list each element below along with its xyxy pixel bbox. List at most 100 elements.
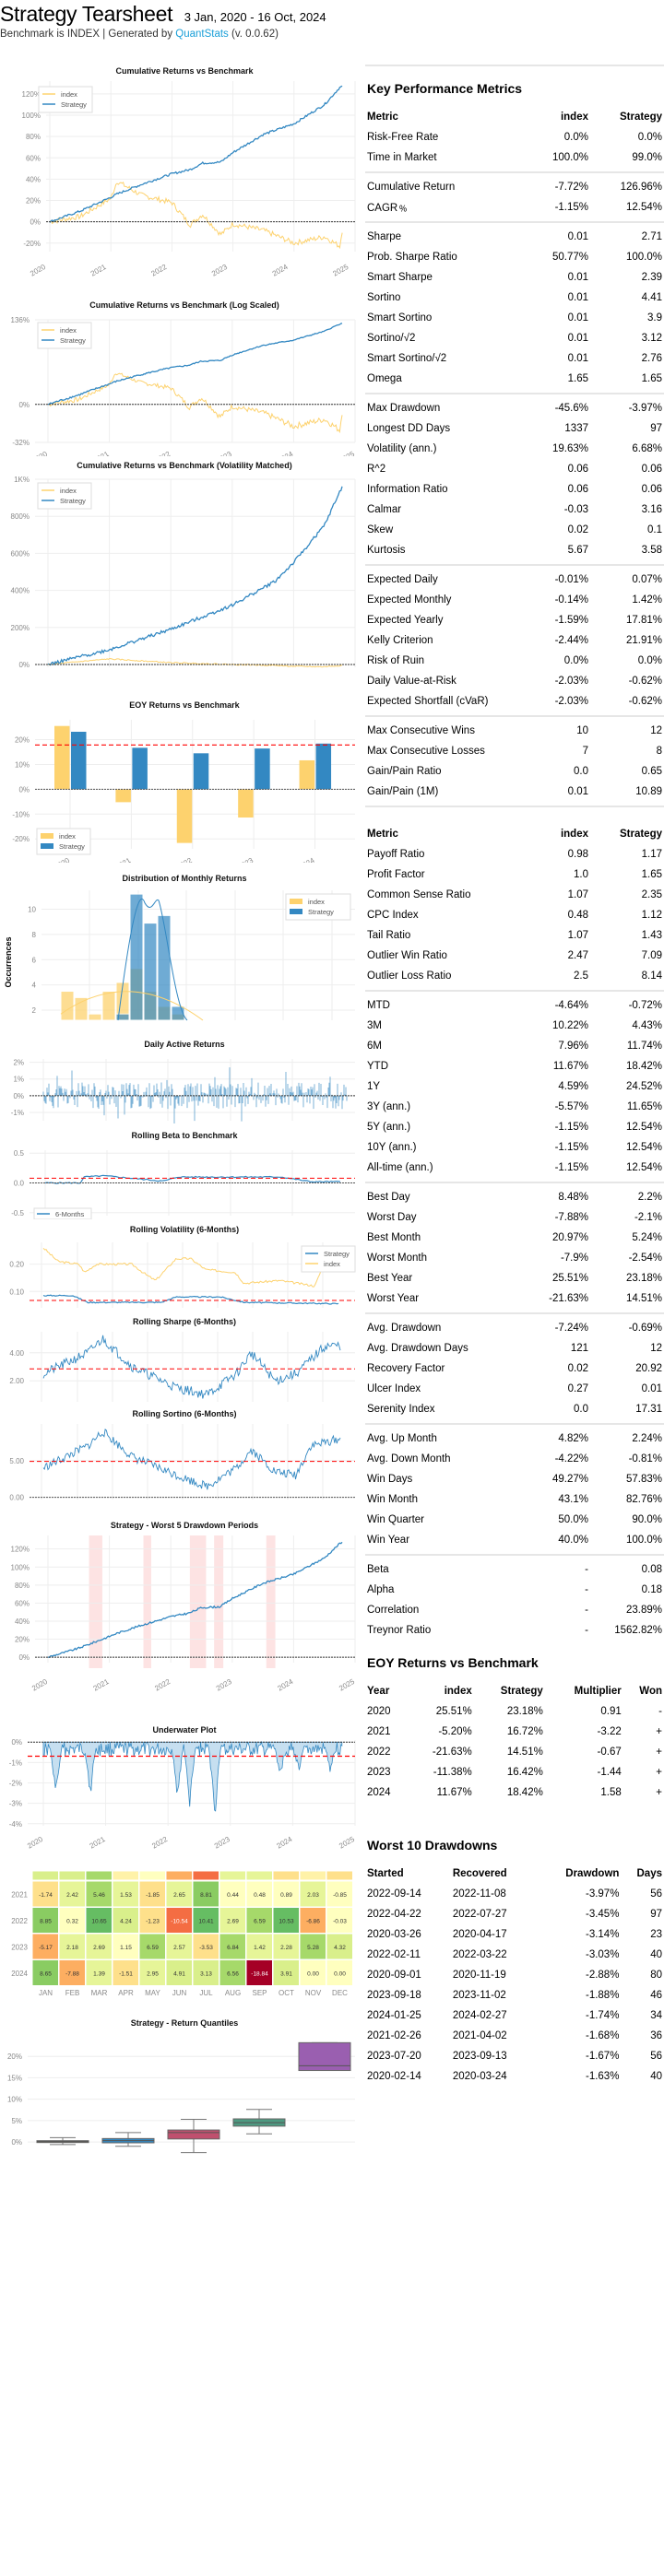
cell-value: -3.14% xyxy=(585,1929,620,1940)
quantstats-link[interactable]: QuantStats xyxy=(175,29,229,40)
table-row: Expected Shortfall (cVaR) -2.03% -0.62% xyxy=(365,691,664,712)
row-label: Avg. Drawdown xyxy=(367,1323,442,1334)
rolling-beta-line xyxy=(44,1174,341,1184)
cell-value: 0.01 xyxy=(567,312,588,323)
kde-index xyxy=(60,991,204,1021)
table-header-row: Started Recovered Drawdown Days xyxy=(365,1864,664,1884)
y-tick-label: 120% xyxy=(22,90,41,99)
y-tick-label: -2% xyxy=(9,1780,22,1788)
row-label: Gain/Pain (1M) xyxy=(367,786,439,797)
row-label: Risk-Free Rate xyxy=(367,132,439,143)
chart-title: EOY Returns vs Benchmark xyxy=(129,700,240,710)
heatmap-year-label: 2024 xyxy=(11,1970,28,1978)
table-row: 3M 10.22% 4.43% xyxy=(365,1016,664,1036)
heatmap-value: 1.15 xyxy=(120,1945,132,1951)
series-line-strategy xyxy=(47,1541,343,1659)
subtitle-suffix: (v. 0.0.62) xyxy=(228,29,279,40)
chart-title: Cumulative Returns vs Benchmark (Volatil… xyxy=(77,461,291,470)
heatmap-cell xyxy=(138,1907,166,1934)
y-tick-label: 1% xyxy=(13,1076,24,1084)
row-label: Sortino/√2 xyxy=(367,333,416,344)
hist-bar-strategy xyxy=(143,923,158,1021)
drawdown-period-shade xyxy=(89,1535,102,1668)
cell-value: 90.0% xyxy=(632,1514,662,1525)
table-row: 2022-09-14 2022-11-08 -3.97% 56 xyxy=(365,1884,664,1904)
heatmap-value: 6.56 xyxy=(227,1970,239,1977)
bar-strategy xyxy=(315,743,332,790)
cell-value: 57.83% xyxy=(625,1474,662,1485)
chart-title: Rolling Beta to Benchmark xyxy=(131,1131,238,1140)
heatmap-value: -0.03 xyxy=(333,1918,347,1924)
cell-value: -1.74% xyxy=(585,2010,620,2021)
cell-value: -7.88% xyxy=(554,1212,588,1223)
drawdowns-table-title: Worst 10 Drawdowns xyxy=(367,1838,498,1853)
x-tick-label: 2021 xyxy=(89,1835,107,1851)
row-label: 2020-02-14 xyxy=(367,2071,421,2082)
drawdown-period-shade xyxy=(143,1535,151,1668)
row-label: Volatility (ann.) xyxy=(367,443,437,454)
cell-value: 0.06 xyxy=(641,464,662,475)
heatmap-year-label: 2021 xyxy=(11,1890,28,1899)
cell-value: -7.9% xyxy=(560,1253,588,1264)
table-row: Avg. Drawdown -7.24% -0.69% xyxy=(365,1318,664,1338)
row-label: CAGR﹪ xyxy=(367,203,409,214)
legend-label: index xyxy=(308,898,325,906)
legend-label: 6-Months xyxy=(55,1210,85,1218)
cell-value: 2.39 xyxy=(641,272,662,283)
cell-value: 2022-03-22 xyxy=(452,1949,507,1960)
y-tick-label: 80% xyxy=(15,1582,30,1590)
hist-bar-index xyxy=(60,991,75,1021)
cell-value: 1.42% xyxy=(632,594,662,606)
heatmap-value: -7.88 xyxy=(65,1970,79,1977)
y-tick-label: 15% xyxy=(7,2074,22,2082)
row-label: 3M xyxy=(367,1020,382,1031)
heatmap-value: 4.32 xyxy=(334,1945,346,1951)
divider xyxy=(365,1182,664,1183)
row-label: Expected Daily xyxy=(367,574,438,585)
row-label: Win Year xyxy=(367,1535,410,1546)
kpi-table-2: Metric index Strategy Payoff Ratio 0.98 1.17 P… xyxy=(365,824,664,1641)
cell-value: 0.0% xyxy=(637,132,662,143)
cell-value: 25.51% xyxy=(551,1273,588,1284)
table-row: Gain/Pain (1M) 0.01 10.89 xyxy=(365,782,664,802)
divider-row xyxy=(365,389,664,398)
y-tick-label: 20% xyxy=(7,2053,22,2061)
cell-value: 0.01 xyxy=(641,1383,662,1394)
cell-value: -0.03 xyxy=(563,504,588,515)
cell-value: -45.6% xyxy=(554,403,588,414)
row-label: YTD xyxy=(367,1061,388,1072)
cell-value: -0.14% xyxy=(554,594,588,606)
row-label: Serenity Index xyxy=(367,1404,435,1415)
cell-value: 0.01 xyxy=(567,786,588,797)
legend xyxy=(285,893,351,921)
divider xyxy=(365,393,664,394)
table-row: Payoff Ratio 0.98 1.17 xyxy=(365,844,664,865)
legend-label: index xyxy=(59,832,76,841)
cell-value: 0.0% xyxy=(563,655,588,666)
heatmap-value: 0.89 xyxy=(280,1892,292,1899)
table-row: Beta - 0.08 xyxy=(365,1559,664,1580)
y-tick-label: 1K% xyxy=(14,476,30,484)
row-label: Treynor Ratio xyxy=(367,1625,432,1636)
hist-bar-index xyxy=(74,996,89,1021)
divider-row xyxy=(365,218,664,227)
cell-value: -1.15% xyxy=(554,1162,588,1173)
x-tick-label: 2024 xyxy=(275,1835,293,1851)
heatmap-value: -10.54 xyxy=(171,1918,188,1924)
rolling-sortino-line xyxy=(42,1429,341,1490)
heatmap-cell xyxy=(138,1933,166,1960)
table-row: 2021 -5.20% 16.72% -3.22 + xyxy=(365,1722,664,1742)
cell-value: 82.76% xyxy=(625,1494,662,1505)
row-label: 2020-03-26 xyxy=(367,1929,421,1940)
cell-value: 40 xyxy=(650,1949,662,1960)
chart-monthly-distribution: Distribution of Monthly Returns 2 4 6 8 10 Occ… xyxy=(0,870,360,1022)
chart-monthly-heatmap: 2021 -1.74 2.42 5.46 1.53 -1.85 2.65 8.81 0.44 0.… xyxy=(0,1871,360,1995)
cell-value: -1.67% xyxy=(585,2051,620,2062)
cell-value: 36 xyxy=(650,2030,662,2041)
heatmap-value: -1.85 xyxy=(146,1892,160,1899)
cell-value: 34 xyxy=(650,2010,662,2021)
x-tick-label: 2024 xyxy=(271,263,290,278)
bar-strategy xyxy=(255,748,270,790)
row-label: Common Sense Ratio xyxy=(367,889,471,900)
cell-value: -0.67 xyxy=(597,1747,622,1758)
